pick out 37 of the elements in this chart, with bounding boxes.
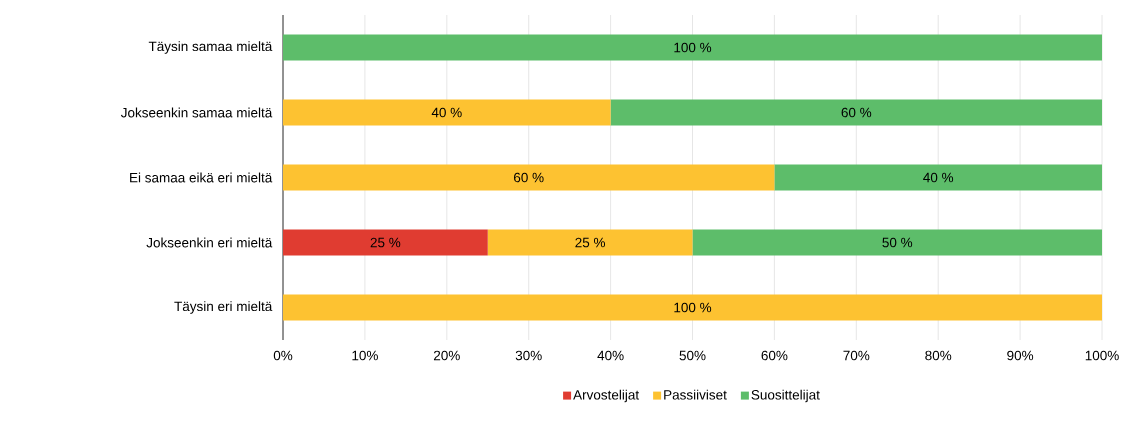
data-label: 100 % xyxy=(674,302,712,313)
x-tick-label: 70% xyxy=(843,350,870,361)
y-tick-label: Jokseenkin samaa mieltä xyxy=(120,107,273,118)
data-label: 25 % xyxy=(370,237,401,248)
bar xyxy=(692,229,1103,256)
bar xyxy=(774,164,1103,191)
bar xyxy=(283,99,611,126)
x-tick-label: 50% xyxy=(679,350,706,361)
legend-label: Suosittelijat xyxy=(751,389,820,403)
y-tick-label: Jokseenkin eri mieltä xyxy=(146,237,273,248)
x-tick-label: 80% xyxy=(925,350,952,361)
data-label: 50 % xyxy=(882,237,913,248)
x-tick-label: 30% xyxy=(515,350,542,361)
data-label: 60 % xyxy=(841,107,872,118)
bar xyxy=(487,229,693,256)
x-tick-label: 40% xyxy=(597,350,624,361)
y-tick-label: Ei samaa eikä eri mieltä xyxy=(130,172,273,183)
bar xyxy=(283,164,775,191)
legend-label: Arvostelijat xyxy=(573,389,640,403)
bar xyxy=(283,294,1103,321)
data-label: 25 % xyxy=(575,237,606,248)
x-tick-label: 0% xyxy=(273,350,293,361)
x-tick-label: 10% xyxy=(352,350,378,361)
x-tick-label: 100% xyxy=(1085,350,1119,361)
bar xyxy=(283,34,1103,61)
data-label: 40 % xyxy=(923,172,954,183)
data-label: 100 % xyxy=(674,42,712,53)
legend-label: Passiiviset xyxy=(664,389,727,400)
x-tick-label: 90% xyxy=(1007,350,1034,361)
data-label: 60 % xyxy=(514,172,544,183)
x-tick-label: 20% xyxy=(433,350,460,361)
x-tick-label: 60% xyxy=(761,350,788,361)
bar xyxy=(283,229,488,256)
y-tick-label: Täysin samaa mieltä xyxy=(148,41,273,54)
data-label: 40 % xyxy=(431,107,462,118)
bar xyxy=(610,99,1103,126)
y-tick-label: Täysin eri mieltä xyxy=(174,301,273,314)
